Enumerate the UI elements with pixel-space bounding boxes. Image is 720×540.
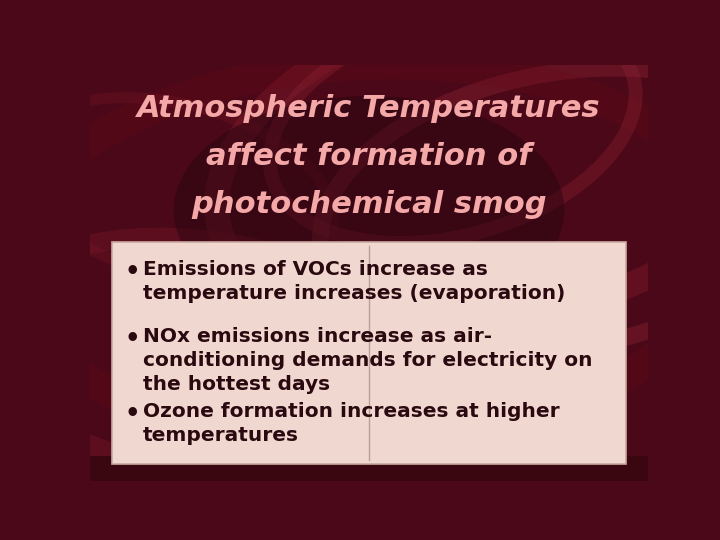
Text: •: • (124, 327, 140, 351)
Text: Atmospheric Temperatures: Atmospheric Temperatures (138, 94, 600, 123)
Text: photochemical smog: photochemical smog (192, 190, 546, 219)
FancyBboxPatch shape (90, 456, 648, 481)
Text: NOx emissions increase as air-
conditioning demands for electricity on
the hotte: NOx emissions increase as air- condition… (143, 327, 593, 394)
Ellipse shape (174, 96, 564, 325)
Text: •: • (124, 402, 140, 426)
Text: Emissions of VOCs increase as
temperature increases (evaporation): Emissions of VOCs increase as temperatur… (143, 260, 565, 303)
Text: •: • (124, 260, 140, 284)
Text: affect formation of: affect formation of (206, 142, 532, 171)
FancyBboxPatch shape (112, 241, 626, 464)
Text: Ozone formation increases at higher
temperatures: Ozone formation increases at higher temp… (143, 402, 559, 445)
